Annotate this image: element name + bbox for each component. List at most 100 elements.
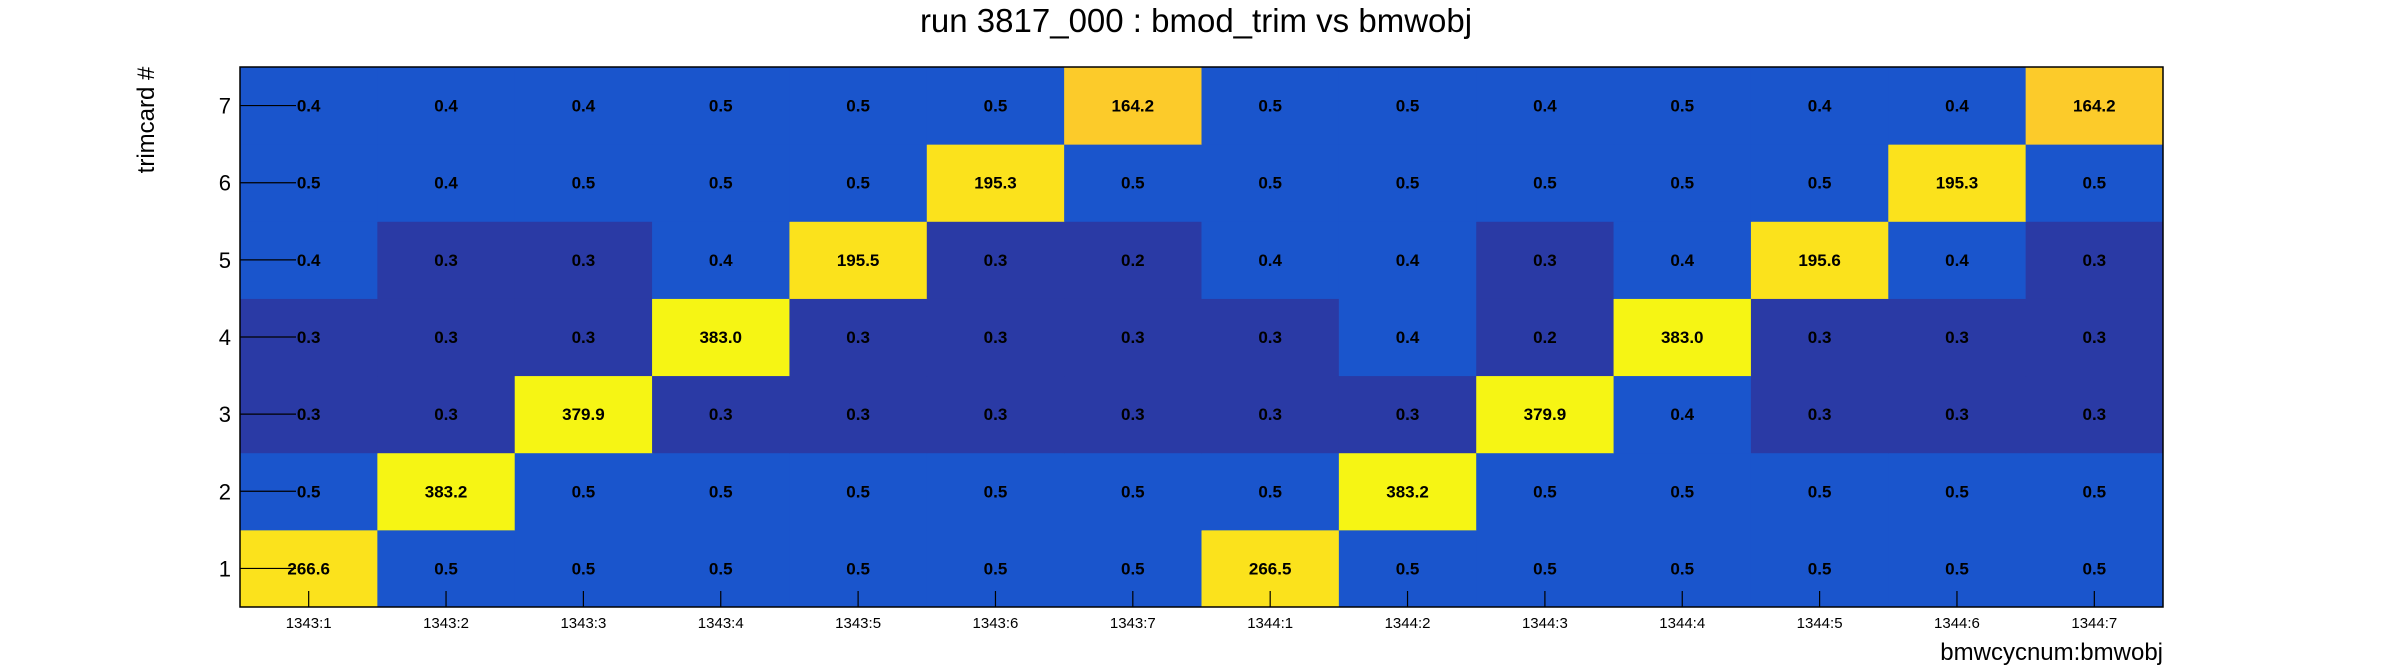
heatmap-cell xyxy=(1064,144,1202,222)
cell-value-label: 0.5 xyxy=(1945,559,1969,578)
heatmap-cell xyxy=(1064,452,1202,531)
cell-value-label: 0.4 xyxy=(1670,405,1694,424)
heatmap-cell xyxy=(1338,144,1477,222)
heatmap-cell xyxy=(2025,67,2164,145)
x-tick-label: 1343:1 xyxy=(286,615,332,632)
x-tick-label: 1344:5 xyxy=(1797,615,1843,632)
heatmap-cell xyxy=(514,144,653,222)
y-tick-label: 4 xyxy=(219,325,231,350)
cell-value-label: 0.2 xyxy=(1533,328,1557,347)
cell-value-label: 0.3 xyxy=(1945,328,1969,347)
cell-value-label: 0.5 xyxy=(1670,559,1694,578)
cell-value-label: 0.3 xyxy=(2083,328,2107,347)
cell-value-label: 195.6 xyxy=(1798,251,1841,270)
cell-value-label: 0.3 xyxy=(1808,328,1832,347)
cell-value-label: 0.5 xyxy=(1121,482,1145,501)
cell-value-label: 0.5 xyxy=(2083,482,2107,501)
cell-value-label: 0.3 xyxy=(1121,328,1145,347)
heatmap-cell xyxy=(1201,144,1340,222)
heatmap-cell xyxy=(1338,375,1477,454)
cell-value-label: 0.5 xyxy=(1670,174,1694,193)
x-tick-label: 1343:2 xyxy=(423,615,469,632)
x-tick-label: 1343:3 xyxy=(560,615,606,632)
heatmap-cell xyxy=(1338,452,1477,531)
heatmap-cell xyxy=(1888,375,2027,454)
heatmap-cell xyxy=(652,144,790,222)
heatmap-cell xyxy=(1750,67,1889,145)
cell-value-label: 195.3 xyxy=(1936,174,1979,193)
cell-value-label: 0.5 xyxy=(1258,174,1282,193)
cell-value-label: 0.5 xyxy=(709,97,733,116)
cell-value-label: 0.5 xyxy=(1258,97,1282,116)
heatmap-cell xyxy=(1750,298,1889,377)
heatmap-cell xyxy=(2025,221,2164,299)
cell-value-label: 0.3 xyxy=(1533,251,1557,270)
heatmap-cell xyxy=(789,221,928,299)
cell-value-label: 0.4 xyxy=(572,97,596,116)
heatmap-cell xyxy=(926,221,1065,299)
cell-value-label: 0.3 xyxy=(1258,405,1282,424)
heatmap-cell xyxy=(652,452,790,531)
cell-value-label: 0.5 xyxy=(2083,174,2107,193)
heatmap-cell xyxy=(2025,375,2164,454)
cell-value-label: 0.5 xyxy=(2083,559,2107,578)
x-tick-label: 1343:7 xyxy=(1110,615,1156,632)
heatmap-cell xyxy=(2025,298,2164,377)
cell-value-label: 0.3 xyxy=(572,251,596,270)
heatmap-cell xyxy=(1888,221,2027,299)
cell-value-label: 0.3 xyxy=(984,251,1008,270)
cell-value-label: 0.5 xyxy=(1533,559,1557,578)
cell-value-label: 0.3 xyxy=(1258,328,1282,347)
heatmap-cell xyxy=(1613,221,1752,299)
cell-value-label: 383.2 xyxy=(425,482,468,501)
heatmap-cell xyxy=(789,452,928,531)
cell-value-label: 195.3 xyxy=(974,174,1017,193)
heatmap-cell xyxy=(789,144,928,222)
cell-value-label: 0.5 xyxy=(1670,97,1694,116)
cell-value-label: 0.5 xyxy=(984,482,1008,501)
cell-value-label: 0.3 xyxy=(1396,405,1420,424)
heatmap-cell xyxy=(789,298,928,377)
heatmap-cell xyxy=(1613,375,1752,454)
chart-title: run 3817_000 : bmod_trim vs bmwobj xyxy=(920,2,1472,39)
x-tick-label: 1344:6 xyxy=(1934,615,1980,632)
cell-value-label: 0.5 xyxy=(297,174,321,193)
x-tick-label: 1344:7 xyxy=(2071,615,2117,632)
heatmap-cell xyxy=(652,221,790,299)
axis-ticks: 1 2 3 4 5 6 7 1343:1 1343:2 1343:3 1343:4 1343:5 134… xyxy=(219,94,2118,632)
heatmap-cell xyxy=(377,375,516,454)
cell-value-label: 379.9 xyxy=(1524,405,1567,424)
cell-value-label: 266.5 xyxy=(1249,559,1292,578)
cell-value-label: 195.5 xyxy=(837,251,880,270)
heatmap-cell xyxy=(652,375,790,454)
cell-value-label: 0.3 xyxy=(1808,405,1832,424)
cell-value-label: 0.4 xyxy=(434,174,458,193)
x-tick-label: 1344:1 xyxy=(1247,615,1293,632)
heatmap-cell xyxy=(1613,298,1752,377)
heatmap-cell xyxy=(789,375,928,454)
heatmap-cell xyxy=(514,298,653,377)
heatmap-cell xyxy=(1338,298,1477,377)
heatmap-cell xyxy=(1064,375,1202,454)
cell-value-label: 383.0 xyxy=(1661,328,1704,347)
heatmap-cell xyxy=(1888,67,2027,145)
heatmap-cell xyxy=(2025,452,2164,531)
cell-value-label: 0.5 xyxy=(572,174,596,193)
cell-value-label: 0.3 xyxy=(709,405,733,424)
heatmap-cells: 266.6 0.5 0.5 0.5 0.5 0.5 0.5 266.5 0.5 0.5 0.5 0.5… xyxy=(240,67,2164,608)
x-tick-label: 1344:3 xyxy=(1522,615,1568,632)
x-tick-label: 1343:4 xyxy=(698,615,744,632)
heatmap-cell xyxy=(1476,144,1615,222)
cell-value-label: 0.3 xyxy=(846,405,870,424)
heatmap-cell xyxy=(1201,221,1340,299)
heatmap-cell xyxy=(926,452,1065,531)
cell-value-label: 0.5 xyxy=(1121,559,1145,578)
cell-value-label: 383.2 xyxy=(1386,482,1429,501)
plot-frame xyxy=(239,66,2164,608)
heatmap-cell xyxy=(1888,144,2027,222)
cell-value-label: 0.3 xyxy=(984,328,1008,347)
x-tick-label: 1344:4 xyxy=(1659,615,1705,632)
heatmap-cell xyxy=(652,67,790,145)
heatmap-cell xyxy=(1476,67,1615,145)
